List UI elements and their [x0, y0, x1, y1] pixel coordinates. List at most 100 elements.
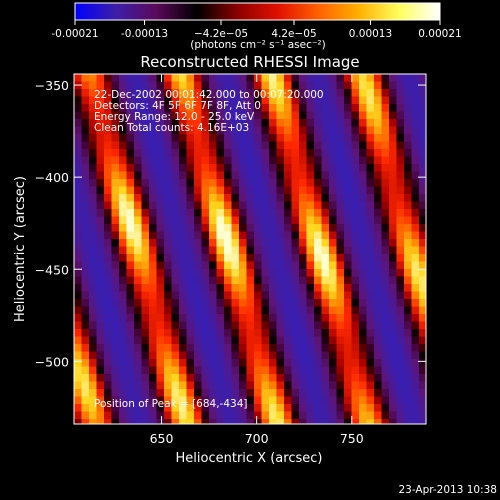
heatmap-cell — [314, 89, 322, 97]
heatmap-cell — [411, 134, 420, 142]
heatmap-cell — [306, 111, 315, 120]
heatmap-cell — [284, 96, 292, 105]
heatmap-cell — [89, 419, 97, 424]
heatmap-cell — [194, 81, 202, 90]
heatmap-cell — [284, 216, 292, 225]
heatmap-cell — [351, 111, 360, 120]
heatmap-cell — [126, 411, 135, 420]
heatmap-cell — [89, 194, 97, 202]
heatmap-cell — [224, 149, 232, 157]
heatmap-cell — [329, 104, 337, 112]
heatmap-cell — [126, 336, 135, 345]
heatmap-cell — [171, 89, 180, 97]
heatmap-cell — [396, 284, 405, 292]
heatmap-cell — [209, 96, 217, 105]
heatmap-cell — [321, 344, 330, 352]
heatmap-cell — [149, 314, 157, 322]
heatmap-cell — [164, 119, 172, 127]
heatmap-cell — [201, 239, 210, 247]
heatmap-cell — [261, 284, 270, 292]
heatmap-cell — [344, 126, 352, 135]
heatmap-cell — [351, 246, 360, 255]
heatmap-cell — [321, 89, 330, 97]
heatmap-cell — [411, 306, 420, 315]
heatmap-cell — [396, 201, 405, 210]
heatmap-cell — [321, 314, 330, 322]
heatmap-cell — [171, 389, 180, 397]
heatmap-cell — [186, 194, 195, 202]
heatmap-cell — [126, 299, 135, 307]
heatmap-cell — [269, 179, 277, 187]
heatmap-cell — [366, 381, 375, 390]
heatmap-cell — [359, 141, 367, 150]
annotation-detectors: Detectors: 4F 5F 6F 7F 8F, Att 0 — [94, 100, 261, 112]
heatmap-cell — [306, 231, 315, 240]
heatmap-cell — [374, 149, 382, 157]
heatmap-cell — [239, 284, 247, 292]
heatmap-cell — [119, 284, 127, 292]
heatmap-cell — [344, 96, 352, 105]
heatmap-cell — [344, 284, 352, 292]
heatmap-cell — [344, 261, 352, 270]
heatmap-cell — [209, 411, 217, 420]
heatmap-cell — [261, 231, 270, 240]
heatmap-cell — [366, 156, 375, 165]
heatmap-cell — [141, 359, 150, 367]
heatmap-cell — [171, 194, 180, 202]
heatmap-cell — [381, 171, 390, 180]
heatmap-cell — [119, 269, 127, 277]
heatmap-cell — [201, 216, 210, 225]
heatmap-cell — [314, 231, 322, 240]
heatmap-cell — [381, 179, 390, 187]
heatmap-cell — [134, 224, 142, 232]
heatmap-cell — [396, 216, 405, 225]
heatmap-cell — [351, 404, 360, 412]
heatmap-cell — [396, 359, 405, 367]
heatmap-cell — [74, 111, 82, 120]
heatmap-cell — [329, 336, 337, 345]
heatmap-cell — [141, 164, 150, 172]
heatmap-cell — [134, 216, 142, 225]
heatmap-cell — [314, 119, 322, 127]
heatmap-cell — [366, 111, 375, 120]
heatmap-cell — [246, 269, 255, 277]
heatmap-cell — [81, 141, 90, 150]
heatmap-cell — [224, 359, 232, 367]
heatmap-cell — [359, 291, 367, 300]
heatmap-cell — [171, 81, 180, 90]
heatmap-cell — [291, 96, 300, 105]
heatmap-cell — [291, 126, 300, 135]
heatmap-cell — [276, 344, 285, 352]
heatmap-cell — [194, 381, 202, 390]
heatmap-cell — [224, 201, 232, 210]
heatmap-cell — [261, 96, 270, 105]
heatmap-cell — [419, 156, 426, 165]
heatmap-cell — [194, 389, 202, 397]
heatmap-cell — [411, 111, 420, 120]
heatmap-cell — [239, 359, 247, 367]
heatmap-cell — [209, 336, 217, 345]
heatmap-cell — [404, 194, 412, 202]
heatmap-cell — [351, 216, 360, 225]
heatmap-cell — [239, 366, 247, 375]
heatmap-cell — [134, 96, 142, 105]
heatmap-cell — [344, 141, 352, 150]
heatmap-cell — [261, 336, 270, 345]
heatmap-cell — [396, 231, 405, 240]
heatmap-cell — [359, 74, 367, 82]
heatmap-cell — [359, 336, 367, 345]
heatmap-cell — [149, 291, 157, 300]
heatmap-cell — [299, 126, 307, 135]
heatmap-cell — [164, 149, 172, 157]
heatmap-cell — [209, 291, 217, 300]
heatmap-cell — [291, 321, 300, 330]
heatmap-cell — [156, 374, 165, 382]
heatmap-cell — [224, 96, 232, 105]
heatmap-cell — [381, 156, 390, 165]
heatmap-cell — [239, 261, 247, 270]
heatmap-cell — [81, 89, 90, 97]
heatmap-cell — [74, 359, 82, 367]
heatmap-cell — [276, 336, 285, 345]
heatmap-cell — [329, 186, 337, 195]
heatmap-cell — [119, 156, 127, 165]
